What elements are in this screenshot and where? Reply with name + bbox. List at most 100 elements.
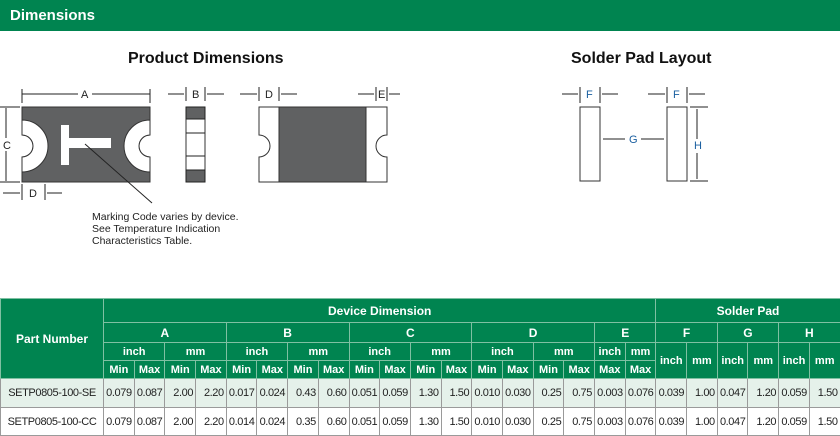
unit-inch: inch xyxy=(472,343,533,361)
header-min: Min xyxy=(349,361,380,379)
value-cell: 0.017 xyxy=(226,379,257,408)
value-cell: 0.60 xyxy=(318,379,349,408)
header-max: Max xyxy=(595,361,626,379)
value-cell: 0.25 xyxy=(533,408,564,436)
group-header-h: H xyxy=(779,323,840,343)
unit-inch: inch xyxy=(779,343,810,379)
unit-mm: mm xyxy=(748,343,779,379)
value-cell: 0.010 xyxy=(472,379,503,408)
value-cell: 2.00 xyxy=(165,408,196,436)
value-cell: 0.047 xyxy=(717,379,748,408)
unit-mm: mm xyxy=(687,343,718,379)
value-cell: 0.024 xyxy=(257,408,288,436)
pad-label-h: H xyxy=(694,140,702,152)
header-max: Max xyxy=(380,361,411,379)
header-min: Min xyxy=(410,361,441,379)
group-header-f: F xyxy=(656,323,717,343)
value-cell: 1.50 xyxy=(809,408,840,436)
bottom-view-drawing: D E xyxy=(240,87,400,182)
group-header-e: E xyxy=(595,323,656,343)
value-cell: 0.079 xyxy=(104,408,135,436)
header-min: Min xyxy=(533,361,564,379)
unit-mm: mm xyxy=(625,343,656,361)
unit-inch: inch xyxy=(104,343,165,361)
value-cell: 0.35 xyxy=(288,408,319,436)
value-cell: 1.00 xyxy=(687,408,718,436)
value-cell: 0.25 xyxy=(533,379,564,408)
marking-code-note: Marking Code varies by device. See Tempe… xyxy=(92,211,241,247)
top-view-drawing: A C D xyxy=(0,89,152,203)
value-cell: 0.059 xyxy=(380,408,411,436)
unit-inch: inch xyxy=(226,343,287,361)
dimensions-table: Part Number Device Dimension Solder Pad … xyxy=(0,298,840,436)
part-number-cell: SETP0805-100-SE xyxy=(1,379,104,408)
unit-mm: mm xyxy=(165,343,226,361)
unit-mm: mm xyxy=(533,343,594,361)
value-cell: 1.20 xyxy=(748,408,779,436)
value-cell: 2.00 xyxy=(165,379,196,408)
unit-inch: inch xyxy=(349,343,410,361)
header-min: Min xyxy=(226,361,257,379)
header-max: Max xyxy=(196,361,227,379)
dimension-drawings: A C D B D E Marking Code varies by devic… xyxy=(0,75,840,255)
group-header-c: C xyxy=(349,323,472,343)
value-cell: 1.00 xyxy=(687,379,718,408)
header-max: Max xyxy=(564,361,595,379)
side-view-drawing: B xyxy=(168,87,224,182)
value-cell: 0.60 xyxy=(318,408,349,436)
dim-label-d2: D xyxy=(265,89,273,101)
group-header-b: B xyxy=(226,323,349,343)
header-max: Max xyxy=(257,361,288,379)
value-cell: 0.039 xyxy=(656,408,687,436)
unit-mm: mm xyxy=(288,343,349,361)
pad-label-g: G xyxy=(629,134,638,146)
part-number-cell: SETP0805-100-CC xyxy=(1,408,104,436)
dim-label-d: D xyxy=(29,188,37,200)
value-cell: 0.087 xyxy=(134,408,165,436)
note-line-1: Marking Code varies by device. xyxy=(92,211,238,223)
unit-mm: mm xyxy=(809,343,840,379)
dim-label-e: E xyxy=(378,89,385,101)
header-min: Min xyxy=(472,361,503,379)
value-cell: 0.75 xyxy=(564,408,595,436)
dim-label-c: C xyxy=(3,140,11,152)
pad-label-f1: F xyxy=(586,89,593,101)
solder-pad-drawing: F F G H xyxy=(562,87,708,181)
value-cell: 0.076 xyxy=(625,379,656,408)
value-cell: 0.75 xyxy=(564,379,595,408)
value-cell: 0.003 xyxy=(595,408,626,436)
header-min: Min xyxy=(165,361,196,379)
value-cell: 1.30 xyxy=(410,408,441,436)
note-line-3: Characteristics Table. xyxy=(92,235,192,247)
value-cell: 0.051 xyxy=(349,408,380,436)
value-cell: 1.50 xyxy=(809,379,840,408)
header-max: Max xyxy=(441,361,472,379)
group-header-g: G xyxy=(717,323,778,343)
part-number-header: Part Number xyxy=(1,299,104,379)
value-cell: 0.087 xyxy=(134,379,165,408)
unit-mm: mm xyxy=(410,343,471,361)
unit-inch: inch xyxy=(656,343,687,379)
product-dimensions-title: Product Dimensions xyxy=(128,50,284,68)
section-title-bar: Dimensions xyxy=(0,0,840,31)
value-cell: 0.010 xyxy=(472,408,503,436)
solder-pad-layout-title: Solder Pad Layout xyxy=(571,50,711,68)
value-cell: 1.30 xyxy=(410,379,441,408)
value-cell: 1.50 xyxy=(441,408,472,436)
solder-pad-header: Solder Pad xyxy=(656,299,840,323)
unit-inch: inch xyxy=(717,343,748,379)
unit-inch: inch xyxy=(595,343,626,361)
header-max: Max xyxy=(134,361,165,379)
value-cell: 0.059 xyxy=(779,379,810,408)
dim-label-b: B xyxy=(192,89,199,101)
header-max: Max xyxy=(625,361,656,379)
value-cell: 0.051 xyxy=(349,379,380,408)
value-cell: 0.047 xyxy=(717,408,748,436)
header-max: Max xyxy=(502,361,533,379)
value-cell: 0.076 xyxy=(625,408,656,436)
group-header-d: D xyxy=(472,323,595,343)
header-min: Min xyxy=(104,361,135,379)
value-cell: 2.20 xyxy=(196,408,227,436)
value-cell: 2.20 xyxy=(196,379,227,408)
